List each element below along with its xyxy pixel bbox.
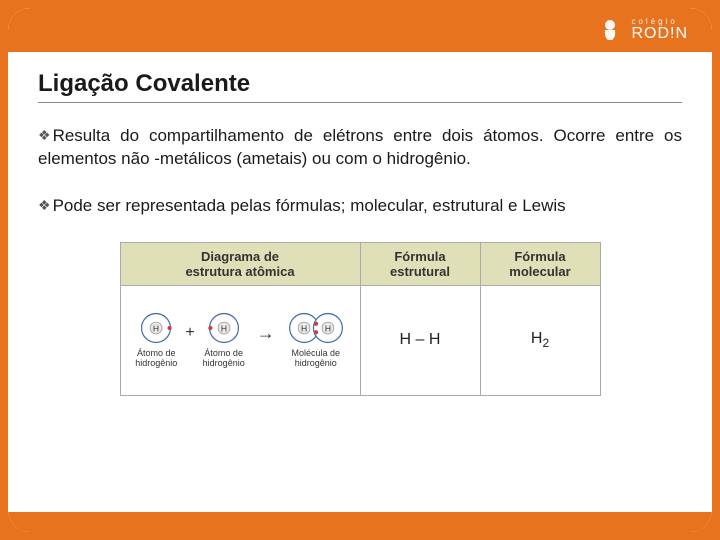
molecular-formula: H2 [480,285,600,395]
col-header-structural-l2: estrutural [390,264,450,279]
col-header-structural: Fórmula estrutural [360,242,480,285]
col-header-molecular: Fórmula molecular [480,242,600,285]
footer-band [8,512,712,532]
molecule: H H Molécula de hidrogênio [287,311,345,369]
brand-bottom: ROD!N [631,26,688,42]
title-underline [38,102,682,103]
svg-text:H: H [221,324,227,334]
plus-sign: + [185,324,194,342]
paragraph-1-text: Resulta do compartilhamento de elétrons … [38,126,682,168]
paragraph-2-text: Pode ser representada pelas fórmulas; mo… [53,196,566,215]
molecular-base: H [531,330,543,347]
svg-text:H: H [301,324,307,334]
diamond-bullet-icon: ❖ [38,196,51,215]
hydrogen-molecule-icon: H H [287,311,345,345]
slide-content: Ligação Covalente ❖Resulta do compartilh… [8,52,712,512]
atom-2: H Átomo de hidrogênio [203,311,245,369]
atom-1-label: Átomo de hidrogênio [135,349,177,369]
col-header-diagram: Diagrama de estrutura atômica [120,242,360,285]
formula-table: Diagrama de estrutura atômica Fórmula es… [120,242,601,396]
atom-1: H Átomo de hidrogênio [135,311,177,369]
header-band: colégio ROD!N [8,8,712,52]
atoms-row: H Átomo de hidrogênio + [131,311,350,369]
col-header-molecular-l1: Fórmula [514,249,565,264]
hydrogen-atom-icon: H [207,311,241,345]
diagram-cell: H Átomo de hidrogênio + [120,285,360,395]
col-header-structural-l1: Fórmula [394,249,445,264]
paragraph-1: ❖Resulta do compartilhamento de elétrons… [38,125,682,171]
svg-text:H: H [325,324,331,334]
hydrogen-atom-icon: H [139,311,173,345]
molecule-label: Molécula de hidrogênio [291,349,340,369]
table-row: H Átomo de hidrogênio + [120,285,600,395]
atom-2-label: Átomo de hidrogênio [203,349,245,369]
page-title: Ligação Covalente [38,70,682,98]
structural-formula: H – H [360,285,480,395]
table-header-row: Diagrama de estrutura atômica Fórmula es… [120,242,600,285]
col-header-molecular-l2: molecular [509,264,570,279]
col-header-diagram-l1: Diagrama de [201,249,279,264]
molecular-sub: 2 [542,336,549,350]
svg-text:H: H [153,324,159,334]
col-header-diagram-l2: estrutura atômica [185,264,294,279]
arrow-icon: → [257,323,275,344]
slide-frame: colégio ROD!N Ligação Covalente ❖Resulta… [8,8,712,532]
diamond-bullet-icon: ❖ [38,126,51,145]
brand-top: colégio [631,18,688,26]
thinker-icon [597,17,623,43]
formula-table-wrap: Diagrama de estrutura atômica Fórmula es… [38,242,682,396]
brand-logo: colégio ROD!N [597,17,688,43]
paragraph-2: ❖Pode ser representada pelas fórmulas; m… [38,195,682,218]
